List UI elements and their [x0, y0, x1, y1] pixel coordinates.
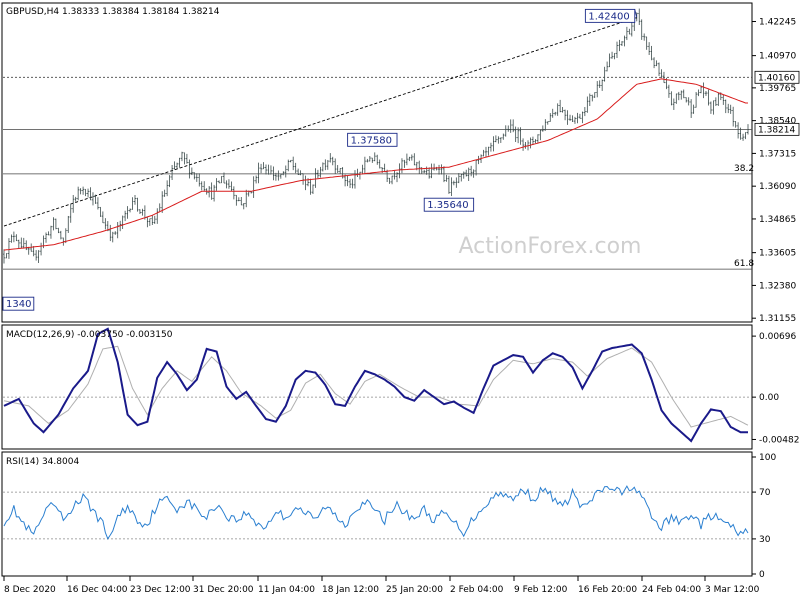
trendline — [3, 16, 637, 227]
macd-tick-label: 0.00 — [759, 393, 779, 403]
price-annotation-label: 1340 — [6, 299, 31, 310]
rsi-tick-label: 70 — [759, 488, 771, 498]
x-tick-label: 9 Feb 12:00 — [514, 585, 568, 595]
price-annotation-box — [347, 132, 398, 147]
macd-panel-frame — [1, 324, 753, 450]
price-tick-label: 1.38540 — [759, 117, 796, 127]
x-tick-label: 16 Dec 04:00 — [67, 585, 128, 595]
x-tick-label: 24 Feb 04:00 — [642, 585, 701, 595]
price-annotation-label: 1.37580 — [351, 135, 392, 146]
price-level-label: 1.40160 — [758, 73, 795, 83]
price-tick-label: 1.33605 — [759, 249, 796, 259]
price-layer: 1.42245 1.40970 1.39765 1.38540 1.37315 1.360… — [2, 8, 800, 324]
x-tick-label: 31 Dec 20:00 — [193, 585, 254, 595]
macd-tick-label: 0.00696 — [759, 332, 796, 342]
price-annotation-label: 1.42400 — [588, 11, 629, 22]
x-tick-label: 25 Jan 20:00 — [386, 585, 443, 595]
price-panel-frame — [1, 2, 753, 323]
watermark: ActionForex.com — [459, 234, 642, 259]
candles — [3, 8, 749, 264]
rsi-line — [3, 485, 749, 540]
price-tick-label: 1.31155 — [759, 314, 796, 324]
x-tick-label: 2 Feb 04:00 — [450, 585, 504, 595]
price-tick-label: 1.36090 — [759, 182, 796, 192]
price-annotation-box — [423, 197, 475, 212]
price-header: GBPUSD,H4 1.38333 1.38384 1.38184 1.3821… — [6, 7, 220, 17]
price-annotation-box — [2, 296, 35, 311]
rsi-header: RSI(14) 34.8004 — [6, 457, 79, 467]
annotation-leader — [634, 9, 638, 18]
rsi-panel-frame — [1, 451, 753, 577]
x-axis: 8 Dec 2020 16 Dec 04:00 23 Dec 12:00 31 Dec… — [3, 576, 760, 595]
price-annotation-label: 1.35640 — [427, 200, 468, 211]
price-level-box — [754, 70, 800, 84]
price-level-label: 1.38214 — [758, 125, 795, 135]
macd-tick-label: -0.004826 — [759, 435, 800, 445]
x-tick-label: 23 Dec 12:00 — [130, 585, 191, 595]
price-level-box — [754, 122, 800, 136]
price-tick-label: 1.37315 — [759, 149, 796, 159]
rsi-tick-label: 0 — [759, 570, 765, 580]
x-tick-label: 8 Dec 2020 — [4, 585, 56, 595]
moving-average-line — [3, 78, 748, 251]
price-annotation-box — [584, 8, 636, 23]
x-tick-label: 11 Jan 04:00 — [258, 585, 315, 595]
macd-header: MACD(12,26,9) -0.003750 -0.003150 — [6, 330, 173, 340]
x-tick-label: 16 Feb 20:00 — [578, 585, 637, 595]
price-tick-label: 1.40970 — [759, 52, 796, 62]
macd-layer: 0.00696 0.00 -0.004826 — [3, 327, 800, 445]
macd-line — [3, 327, 748, 443]
rsi-layer: 100 70 30 0 — [3, 453, 776, 580]
price-tick-label: 1.39765 — [759, 84, 796, 94]
fib-label: 61.8 — [734, 259, 754, 269]
x-tick-label: 3 Mar 12:00 — [705, 585, 760, 595]
fib-label: 38.2 — [734, 164, 754, 174]
price-tick-label: 1.32380 — [759, 281, 796, 291]
x-tick-label: 18 Jan 12:00 — [322, 585, 379, 595]
price-tick-label: 1.42245 — [759, 18, 796, 28]
rsi-tick-label: 100 — [759, 453, 776, 463]
price-tick-label: 1.34865 — [759, 215, 796, 225]
rsi-tick-label: 30 — [759, 535, 771, 545]
